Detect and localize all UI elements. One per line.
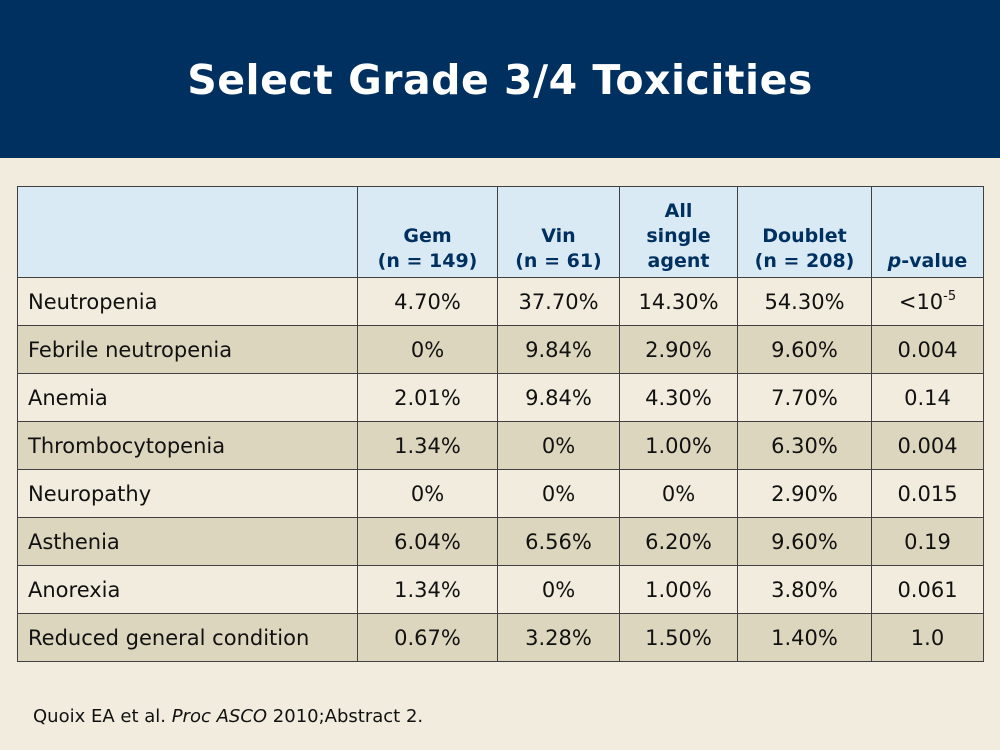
cell-doublet: 7.70% [737,373,872,422]
table-row-anorexia: Anorexia 1.34% 0% 1.00% 3.80% 0.061 [17,565,984,614]
cell-doublet: 9.60% [737,517,872,566]
cell-gem: 1.34% [357,565,498,614]
cell-p-value: 0.19 [871,517,984,566]
cell-vin: 0% [497,421,620,470]
cell-p-value: 0.061 [871,565,984,614]
slide-title: Select Grade 3/4 Toxicities [187,56,813,104]
header-blank [17,186,358,278]
cell-all: 1.00% [619,421,738,470]
table-row-anemia: Anemia 2.01% 9.84% 4.30% 7.70% 0.14 [17,373,984,422]
table-row-thrombocytopenia: Thrombocytopenia 1.34% 0% 1.00% 6.30% 0.… [17,421,984,470]
header-p-value: p-value [871,186,984,278]
cell-doublet: 1.40% [737,613,872,662]
title-bar: Select Grade 3/4 Toxicities [0,0,1000,158]
row-label: Thrombocytopenia [17,421,358,470]
row-label: Neuropathy [17,469,358,518]
table-row-febrile-neutropenia: Febrile neutropenia 0% 9.84% 2.90% 9.60%… [17,325,984,374]
cell-doublet: 3.80% [737,565,872,614]
cell-p-value: <10-5 [871,277,984,326]
cell-gem: 0% [357,325,498,374]
cell-doublet: 54.30% [737,277,872,326]
cell-gem: 6.04% [357,517,498,566]
row-label: Anorexia [17,565,358,614]
cell-all: 0% [619,469,738,518]
header-doublet: Doublet (n = 208) [737,186,872,278]
table-row-asthenia: Asthenia 6.04% 6.56% 6.20% 9.60% 0.19 [17,517,984,566]
citation: Quoix EA et al. Proc ASCO 2010;Abstract … [33,706,424,727]
toxicity-table: Gem (n = 149) Vin (n = 61) All single ag… [17,186,984,662]
cell-all: 2.90% [619,325,738,374]
cell-all: 4.30% [619,373,738,422]
row-label: Febrile neutropenia [17,325,358,374]
cell-p-value: 0.004 [871,325,984,374]
row-label: Reduced general condition [17,613,358,662]
cell-vin: 3.28% [497,613,620,662]
cell-vin: 9.84% [497,373,620,422]
cell-gem: 1.34% [357,421,498,470]
cell-vin: 37.70% [497,277,620,326]
cell-vin: 9.84% [497,325,620,374]
cell-all: 1.50% [619,613,738,662]
cell-all: 6.20% [619,517,738,566]
cell-p-value: 0.004 [871,421,984,470]
cell-gem: 0% [357,469,498,518]
cell-gem: 2.01% [357,373,498,422]
row-label: Neutropenia [17,277,358,326]
cell-doublet: 2.90% [737,469,872,518]
header-all-single-agent: All single agent [619,186,738,278]
row-label: Asthenia [17,517,358,566]
table-header-row: Gem (n = 149) Vin (n = 61) All single ag… [17,186,984,278]
cell-all: 14.30% [619,277,738,326]
cell-gem: 4.70% [357,277,498,326]
header-gem: Gem (n = 149) [357,186,498,278]
cell-doublet: 9.60% [737,325,872,374]
table-row-neutropenia: Neutropenia 4.70% 37.70% 14.30% 54.30% <… [17,277,984,326]
row-label: Anemia [17,373,358,422]
cell-p-value: 1.0 [871,613,984,662]
cell-gem: 0.67% [357,613,498,662]
table-row-neuropathy: Neuropathy 0% 0% 0% 2.90% 0.015 [17,469,984,518]
cell-all: 1.00% [619,565,738,614]
table-row-reduced-general-condition: Reduced general condition 0.67% 3.28% 1.… [17,613,984,662]
header-vin: Vin (n = 61) [497,186,620,278]
cell-p-value: 0.14 [871,373,984,422]
cell-doublet: 6.30% [737,421,872,470]
cell-vin: 0% [497,469,620,518]
cell-vin: 0% [497,565,620,614]
cell-vin: 6.56% [497,517,620,566]
cell-p-value: 0.015 [871,469,984,518]
